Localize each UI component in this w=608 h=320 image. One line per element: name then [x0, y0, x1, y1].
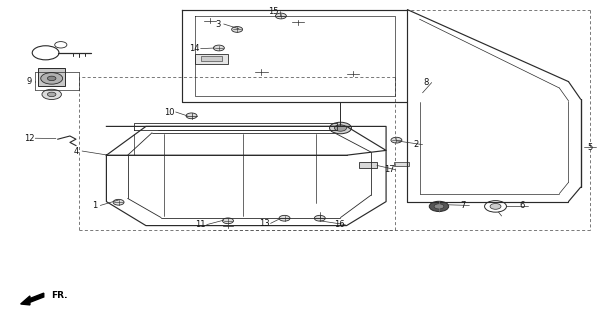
Circle shape — [490, 204, 501, 209]
Circle shape — [41, 73, 63, 84]
Circle shape — [275, 13, 286, 19]
Circle shape — [279, 215, 290, 221]
Text: 16: 16 — [334, 220, 345, 229]
Polygon shape — [21, 293, 44, 305]
Text: 7: 7 — [461, 201, 466, 210]
Bar — [201, 56, 222, 61]
Text: 10: 10 — [164, 108, 175, 116]
Circle shape — [42, 89, 61, 100]
Circle shape — [434, 204, 444, 209]
Circle shape — [314, 215, 325, 221]
Text: 8: 8 — [423, 78, 428, 87]
Circle shape — [232, 27, 243, 32]
Circle shape — [391, 137, 402, 143]
Text: 17: 17 — [384, 165, 395, 174]
Text: 13: 13 — [259, 219, 270, 228]
Circle shape — [485, 201, 506, 212]
Bar — [394, 162, 409, 166]
Text: 3: 3 — [215, 20, 220, 28]
Circle shape — [47, 92, 56, 97]
Text: 12: 12 — [24, 134, 35, 143]
Circle shape — [213, 45, 224, 51]
Circle shape — [186, 113, 197, 119]
Text: FR.: FR. — [51, 291, 67, 300]
Circle shape — [47, 76, 56, 81]
Text: 11: 11 — [195, 220, 206, 229]
Text: 4: 4 — [74, 147, 78, 156]
Bar — [38, 68, 65, 86]
Text: 6: 6 — [519, 201, 524, 210]
Text: 1: 1 — [92, 201, 97, 210]
Circle shape — [334, 125, 347, 131]
Bar — [359, 162, 377, 168]
Circle shape — [330, 122, 351, 134]
Text: 14: 14 — [189, 44, 200, 53]
Text: 9: 9 — [27, 77, 32, 86]
Circle shape — [429, 201, 449, 212]
Bar — [195, 54, 228, 64]
Text: 2: 2 — [414, 140, 419, 149]
Text: 15: 15 — [268, 7, 279, 16]
Circle shape — [113, 199, 124, 205]
Circle shape — [223, 218, 233, 224]
Text: 5: 5 — [587, 143, 592, 152]
